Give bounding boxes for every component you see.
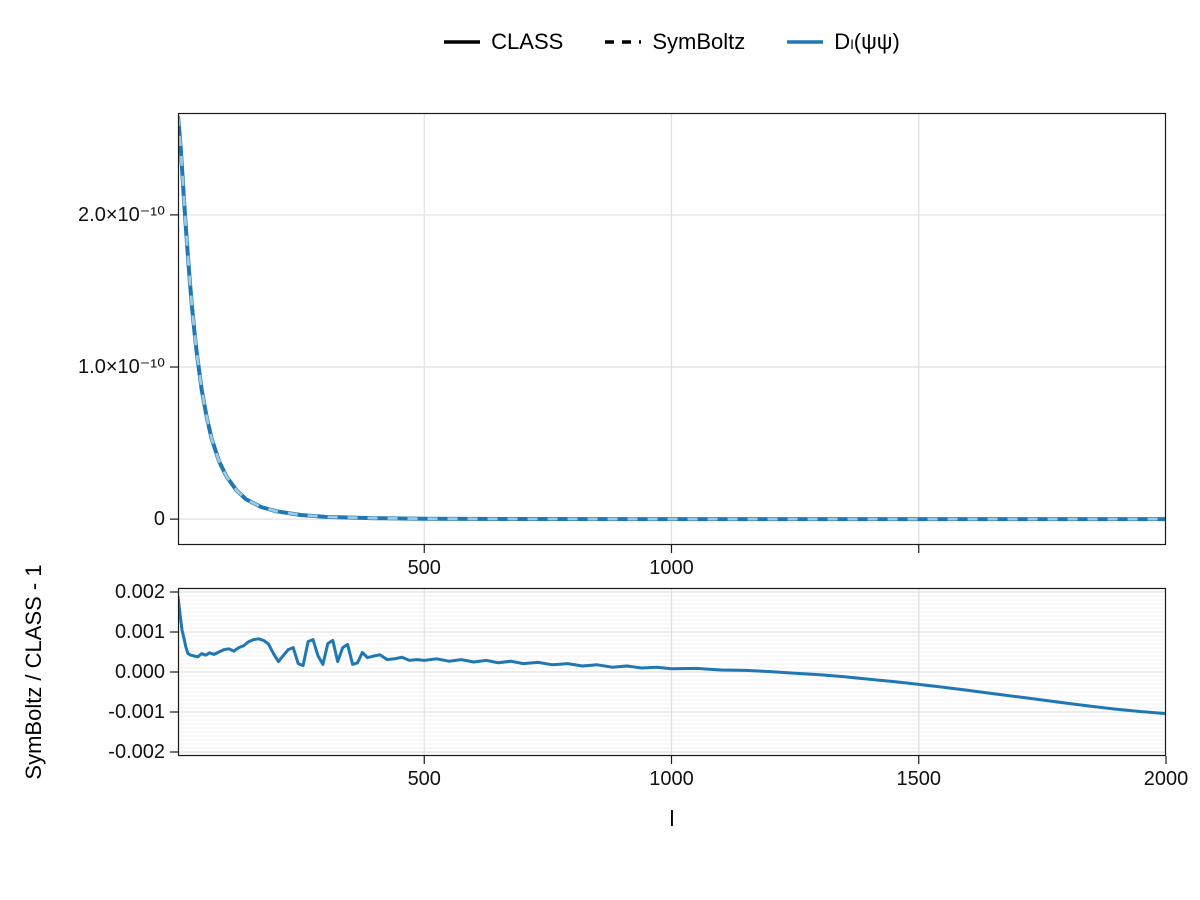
relative-difference-panel: 500 1000 1500 2000 -0.002 -0.001 0.000 0.001 0.0… — [108, 581, 1188, 790]
y-tick-label: 0 — [154, 508, 165, 530]
spectrum-panel: 500 1000 0 1.0×10⁻¹⁰ 2.0×10⁻¹⁰ — [78, 112, 1167, 579]
x-tick-label: 2000 — [1144, 768, 1189, 790]
y-tick-label: 0.000 — [115, 661, 165, 683]
y-tick-label: 0.001 — [115, 621, 165, 643]
legend-line-swatch — [787, 40, 824, 44]
x-axis-label: l — [669, 806, 675, 831]
panel-frame — [177, 587, 1167, 757]
legend-line-swatch — [605, 40, 642, 44]
y-tick-label: 2.0×10⁻¹⁰ — [78, 204, 165, 226]
x-tick-label: 500 — [408, 768, 441, 790]
legend-item-symboltz: SymBoltz — [605, 29, 745, 55]
y-tick-label: 1.0×10⁻¹⁰ — [78, 356, 165, 378]
legend-item-dl-psi-psi: Dₗ(ψψ) — [787, 29, 900, 55]
y-tick-label: -0.001 — [108, 701, 165, 723]
x-tick-label: 1500 — [897, 768, 942, 790]
bottom-y-axis-label: SymBoltz / CLASS - 1 — [21, 564, 46, 780]
series-line-symboltz-class-1 — [178, 595, 1166, 716]
legend-label: Dₗ(ψψ) — [834, 29, 900, 54]
legend-item-class: CLASS — [444, 29, 563, 55]
legend-label: CLASS — [491, 29, 564, 54]
y-tick-label: 0.002 — [115, 581, 165, 603]
x-tick-label: 1000 — [649, 557, 694, 579]
panel-frame — [177, 112, 1167, 546]
legend: CLASS SymBoltz Dₗ(ψψ) — [178, 24, 1166, 60]
y-tick-label: -0.002 — [108, 741, 165, 763]
legend-line-swatch — [444, 40, 481, 44]
legend-label: SymBoltz — [652, 29, 746, 54]
x-tick-label: 1000 — [649, 768, 694, 790]
series-line-symboltz — [178, 115, 1166, 521]
x-tick-label: 500 — [408, 557, 441, 579]
